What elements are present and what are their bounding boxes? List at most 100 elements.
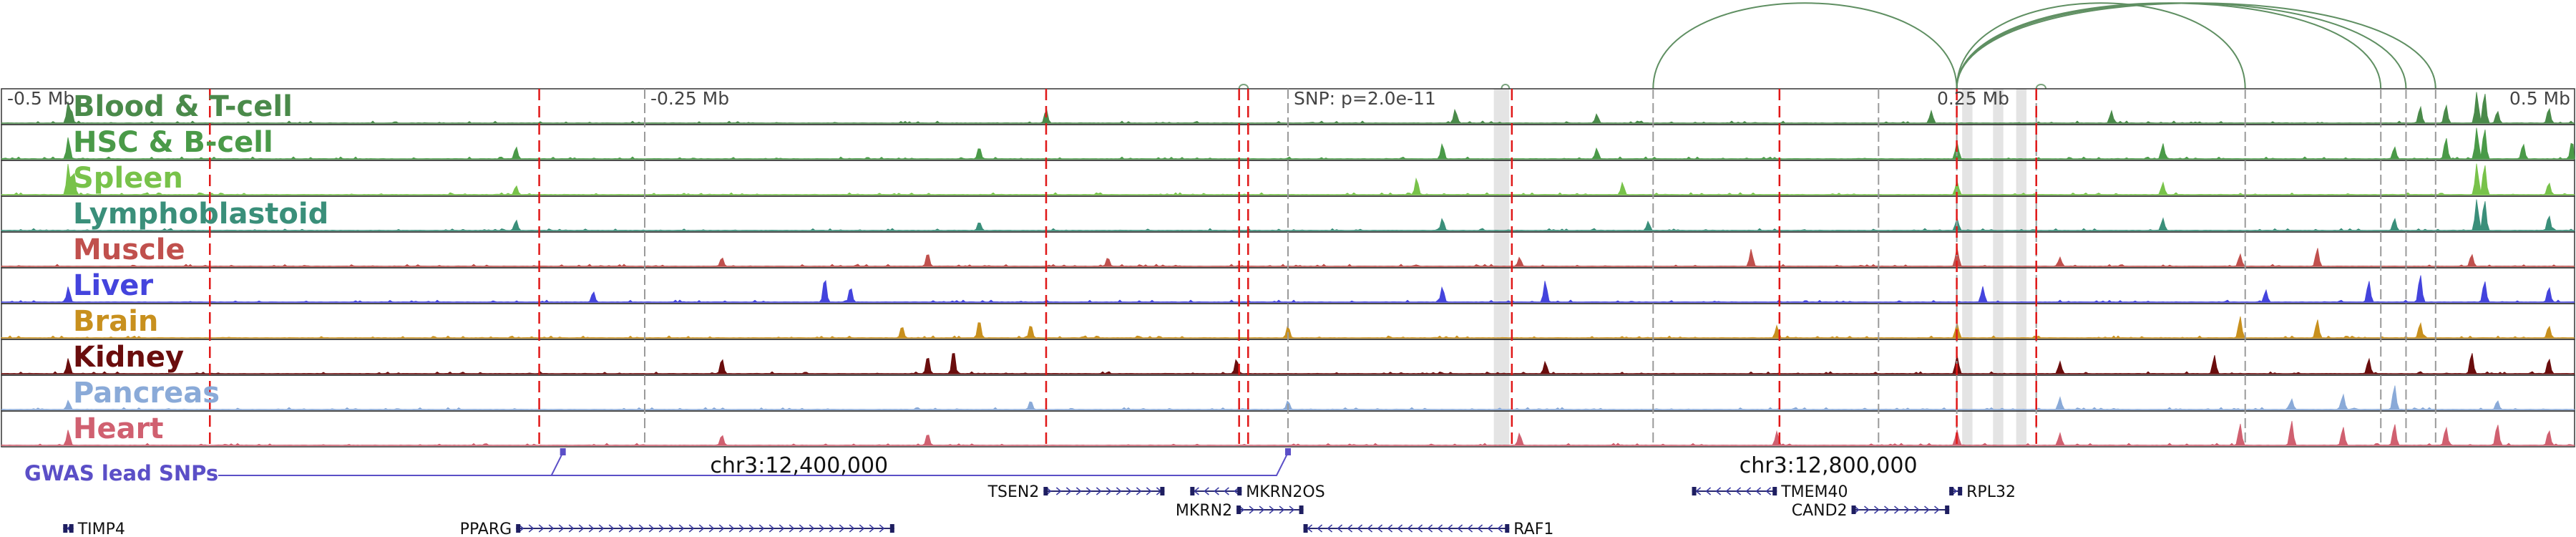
tick-label: -0.5 Mb — [7, 88, 74, 109]
gene-strand-arrow — [748, 524, 755, 533]
track-label: Pancreas — [73, 377, 220, 410]
coordinate-labels: chr3:12,400,000 chr3:12,800,000 — [710, 453, 1917, 478]
gene-strand-arrow — [879, 524, 885, 533]
gene-strand-arrow — [1377, 524, 1383, 533]
gene-strand-arrow — [1884, 505, 1890, 514]
gene-label: CAND2 — [1792, 502, 1848, 520]
gene-strand-arrow — [1387, 524, 1393, 533]
gene-exon — [1299, 505, 1304, 514]
gene-strand-arrow — [849, 524, 855, 533]
snp-annotation: SNP: p=2.0e-11 — [1294, 88, 1436, 109]
gene-strand-arrow — [578, 524, 585, 533]
gene-label: TIMP4 — [77, 521, 125, 537]
gene-strand-arrow — [779, 524, 785, 533]
gene-strand-arrow — [799, 524, 805, 533]
gene-strand-arrow — [1126, 487, 1132, 495]
gene-strand-arrow — [1914, 505, 1920, 514]
gwas-snp-marker — [1285, 448, 1291, 455]
gene-exon — [1190, 487, 1195, 495]
gene-strand-arrow — [718, 524, 725, 533]
gene-strand-arrow — [1904, 505, 1910, 514]
gene-strand-arrow — [1367, 524, 1373, 533]
gene-exon — [69, 524, 74, 533]
gene-strand-arrow — [1065, 487, 1072, 495]
gene-strand-arrow — [708, 524, 715, 533]
chromatin-loop-arc — [2035, 84, 2047, 90]
gwas-snp-marker — [560, 448, 566, 455]
gene-strand-arrow — [809, 524, 815, 533]
chromatin-loop-arc — [1238, 84, 1249, 90]
gene-exon — [1237, 487, 1242, 495]
gene-label: RAF1 — [1513, 521, 1553, 537]
chromatin-loop-arc — [1652, 2, 1958, 90]
gene-exon — [1945, 505, 1950, 514]
gene-strand-arrow — [1894, 505, 1900, 514]
gene-strand-arrow — [1116, 487, 1122, 495]
tick-label: -0.25 Mb — [650, 88, 729, 109]
gene-strand-arrow — [1397, 524, 1403, 533]
gwas-connector — [218, 452, 1289, 476]
gene-strand-arrow — [1705, 487, 1712, 495]
chromatin-loops — [1238, 2, 2436, 90]
gene-exon — [1505, 524, 1510, 533]
gene-exon — [889, 524, 894, 533]
gene-exon — [1043, 487, 1048, 495]
gene-strand-arrow — [1477, 524, 1483, 533]
gene-strand-arrow — [628, 524, 635, 533]
gene-strand-arrow — [568, 524, 575, 533]
gene-strand-arrow — [1765, 487, 1772, 495]
gene-annotations: TIMP4 PPARG TSEN2 MKRN2OS MKRN2 RAF1 TMEM40CAN… — [63, 483, 2016, 537]
gene-strand-arrow — [538, 524, 545, 533]
gene-strand-arrow — [698, 524, 705, 533]
gene-strand-arrow — [1085, 487, 1092, 495]
gene-strand-arrow — [1249, 505, 1255, 514]
gene-strand-arrow — [1289, 505, 1295, 514]
gene-exon — [1851, 505, 1856, 514]
gwas-lead-snps: GWAS lead SNPs — [24, 448, 1291, 485]
track-label: Spleen — [73, 162, 183, 195]
gene-label: MKRN2 — [1176, 502, 1232, 520]
gene-strand-arrow — [1146, 487, 1152, 495]
gene-strand-arrow — [1457, 524, 1463, 533]
gene-exon — [1692, 487, 1697, 495]
gene-strand-arrow — [1347, 524, 1353, 533]
gene-strand-arrow — [1136, 487, 1142, 495]
gene-strand-arrow — [829, 524, 835, 533]
gene-strand-arrow — [1874, 505, 1880, 514]
gene-strand-arrow — [1755, 487, 1762, 495]
tick-label: 0.5 Mb — [2509, 88, 2570, 109]
chromatin-loop-arc — [1956, 2, 2436, 90]
marker-lines — [209, 89, 2436, 447]
gene-strand-arrow — [728, 524, 735, 533]
gene-strand-arrow — [598, 524, 605, 533]
axis-ticks: -0.5 Mb -0.25 Mb 0.25 Mb 0.5 Mb — [7, 88, 2570, 109]
gene-strand-arrow — [859, 524, 865, 533]
gene-strand-arrow — [819, 524, 825, 533]
gene-exon — [1236, 505, 1241, 514]
gene-strand-arrow — [658, 524, 665, 533]
gene-strand-arrow — [1497, 524, 1503, 533]
chromatin-loop-arc — [1501, 84, 1511, 90]
gene-label: TMEM40 — [1780, 483, 1848, 501]
gene-strand-arrow — [688, 524, 695, 533]
track-label: Brain — [73, 305, 158, 338]
coordinate-label: chr3:12,400,000 — [710, 453, 888, 478]
track-label: Heart — [73, 412, 163, 445]
gene-strand-arrow — [1204, 487, 1209, 495]
gene-label: TSEN2 — [987, 483, 1040, 501]
gene-strand-arrow — [1924, 505, 1930, 514]
gene-strand-arrow — [1055, 487, 1062, 495]
track-label: Blood & T-cell — [73, 90, 293, 123]
gene-strand-arrow — [1075, 487, 1082, 495]
gene-strand-arrow — [839, 524, 845, 533]
gene-exon — [1949, 487, 1954, 495]
gene-strand-arrow — [1096, 487, 1102, 495]
gene-strand-arrow — [1417, 524, 1423, 533]
gene-strand-arrow — [1447, 524, 1453, 533]
gene-strand-arrow — [1427, 524, 1433, 533]
gene-strand-arrow — [1269, 505, 1275, 514]
gene-exon — [1958, 487, 1963, 495]
gene-strand-arrow — [528, 524, 535, 533]
gene-strand-arrow — [1715, 487, 1722, 495]
